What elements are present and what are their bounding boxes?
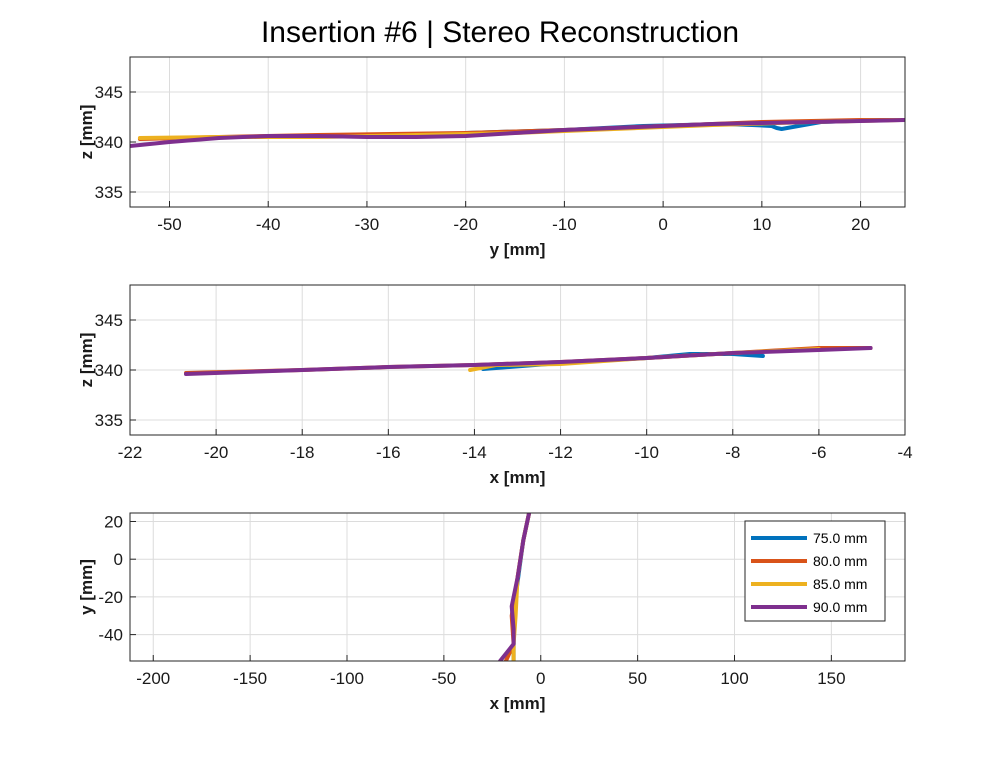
x-tick-label: 20 — [851, 215, 870, 234]
y-axis-label: z [mm] — [77, 333, 96, 388]
legend-label: 75.0 mm — [813, 530, 867, 546]
x-tick-label: 150 — [817, 669, 845, 688]
x-tick-label: -12 — [548, 443, 573, 462]
legend-label: 85.0 mm — [813, 576, 867, 592]
x-axis-label: x [mm] — [490, 468, 546, 487]
x-tick-label: -200 — [136, 669, 170, 688]
y-tick-label: 340 — [95, 361, 123, 380]
x-tick-label: -4 — [897, 443, 912, 462]
x-tick-label: -10 — [634, 443, 659, 462]
x-tick-label: -100 — [330, 669, 364, 688]
y-axis-label: z [mm] — [77, 105, 96, 160]
y-tick-label: -40 — [98, 626, 123, 645]
x-tick-label: -50 — [157, 215, 182, 234]
x-tick-label: -50 — [432, 669, 457, 688]
x-tick-label: -18 — [290, 443, 315, 462]
legend-label: 90.0 mm — [813, 599, 867, 615]
x-tick-label: -14 — [462, 443, 487, 462]
y-tick-label: 340 — [95, 133, 123, 152]
y-tick-label: 335 — [95, 183, 123, 202]
x-tick-label: -6 — [811, 443, 826, 462]
x-tick-label: -20 — [453, 215, 478, 234]
y-tick-label: 335 — [95, 411, 123, 430]
series-line-90-0mm — [130, 118, 905, 148]
axes-box — [129, 512, 906, 662]
yz-plot: -50 -40 -30 -20 -10 0 10 20 335 340 345 y [mm] z [mm… — [77, 56, 906, 259]
x-tick-label: -40 — [256, 215, 281, 234]
y-tick-label: 0 — [114, 550, 123, 569]
legend-label: 80.0 mm — [813, 553, 867, 569]
figure-title: Insertion #6 | Stereo Reconstruction — [261, 16, 739, 49]
y-axis-label: y [mm] — [77, 559, 96, 615]
series-group — [184, 346, 873, 376]
x-axis-label: y [mm] — [490, 240, 546, 259]
x-tick-label: 10 — [752, 215, 771, 234]
x-tick-label: -150 — [233, 669, 267, 688]
plot-area — [130, 285, 905, 435]
x-tick-label: -16 — [376, 443, 401, 462]
series-group — [130, 118, 905, 148]
series-group — [498, 513, 532, 661]
legend: 75.0 mm 80.0 mm 85.0 mm 90.0 mm — [744, 520, 886, 622]
x-tick-label: 0 — [658, 215, 667, 234]
x-axis-label: x [mm] — [490, 694, 546, 713]
y-tick-label: -20 — [98, 588, 123, 607]
x-tick-label: -8 — [725, 443, 740, 462]
y-tick-label: 20 — [104, 512, 123, 531]
y-tick-label: 345 — [95, 311, 123, 330]
x-tick-label: 50 — [628, 669, 647, 688]
x-tick-label: -10 — [552, 215, 577, 234]
series-line-90-0mm — [498, 513, 532, 661]
xz-plot: -22 -20 -18 -16 -14 -12 -10 -8 -6 -4 335 340 345 x [m… — [77, 284, 913, 487]
x-tick-label: 100 — [720, 669, 748, 688]
x-tick-label: -20 — [204, 443, 229, 462]
x-tick-label: 0 — [536, 669, 545, 688]
axes-box — [129, 284, 906, 436]
y-tick-label: 345 — [95, 83, 123, 102]
series-line-90-0mm — [184, 346, 873, 376]
x-tick-label: -30 — [355, 215, 380, 234]
axes-box — [129, 56, 906, 208]
x-tick-label: -22 — [118, 443, 143, 462]
